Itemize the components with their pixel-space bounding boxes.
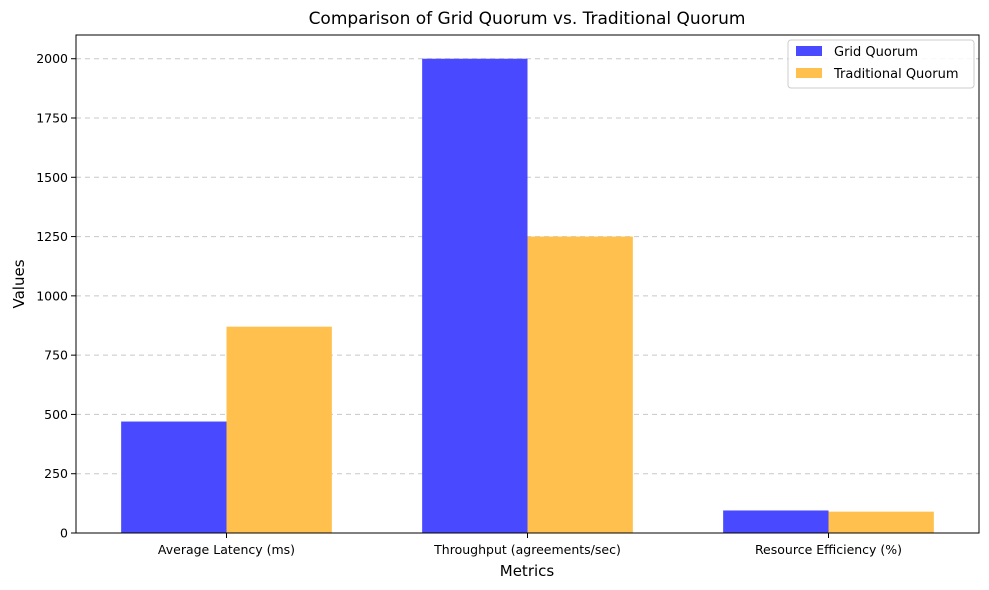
y-tick-label: 250 [44, 466, 68, 481]
y-tick-label: 750 [44, 348, 68, 363]
y-tick-label: 1000 [36, 288, 68, 303]
x-tick-label: Average Latency (ms) [158, 542, 295, 557]
y-axis-label: Values [10, 259, 28, 308]
x-tick-label: Resource Efficiency (%) [755, 542, 902, 557]
y-tick-label: 0 [60, 526, 68, 541]
bar-grid-quorum-resource-efficiency [723, 510, 829, 533]
legend-label-traditional-quorum: Traditional Quorum [833, 67, 959, 82]
legend-box [787, 39, 975, 89]
y-axis-ticks: 0 250 500 750 1000 1250 1500 1750 2000 [36, 51, 76, 541]
chart-title: Comparison of Grid Quorum vs. Traditiona… [309, 9, 746, 29]
bars [121, 58, 934, 534]
legend: Grid Quorum Traditional Quorum [787, 39, 975, 89]
y-tick-label: 2000 [36, 51, 68, 66]
x-axis-ticks: Average Latency (ms) Throughput (agreemen… [158, 533, 902, 557]
bar-traditional-quorum-average-latency-ms [226, 326, 332, 533]
bar-traditional-quorum-resource-efficiency [828, 511, 934, 533]
legend-swatch-grid-quorum [796, 46, 822, 56]
x-axis-label: Metrics [500, 562, 555, 580]
x-tick-label: Throughput (agreements/sec) [433, 542, 621, 557]
y-tick-label: 500 [44, 407, 68, 422]
legend-swatch-traditional-quorum [796, 68, 822, 78]
bar-traditional-quorum-throughput-agreements-sec [527, 236, 633, 534]
y-tick-label: 1750 [36, 111, 68, 126]
y-tick-label: 1250 [36, 229, 68, 244]
bar-grid-quorum-throughput-agreements-sec [422, 58, 528, 533]
y-tick-label: 1500 [36, 170, 68, 185]
bar-grid-quorum-average-latency-ms [121, 421, 227, 533]
legend-label-grid-quorum: Grid Quorum [834, 45, 918, 60]
